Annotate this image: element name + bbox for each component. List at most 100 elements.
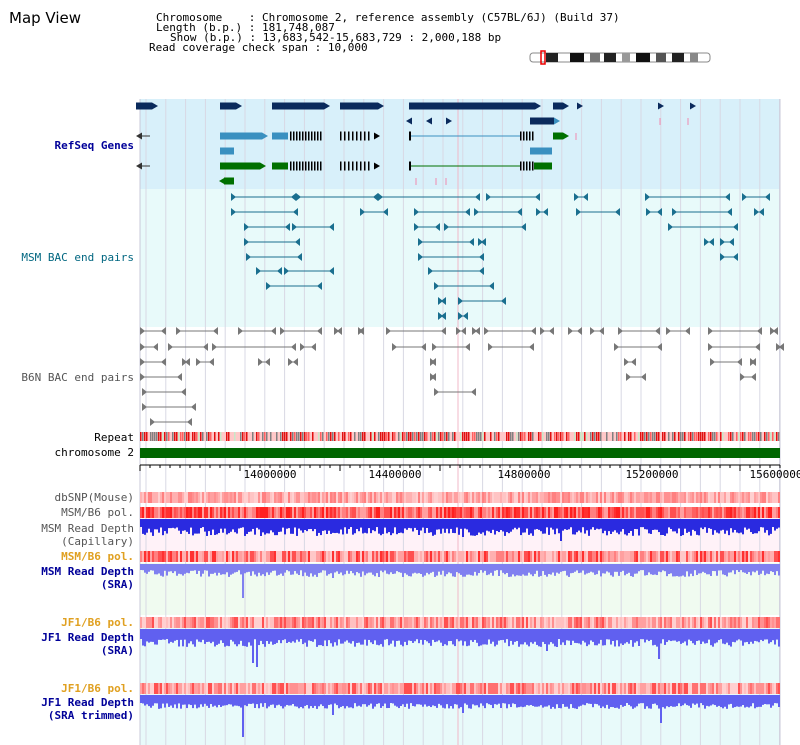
depth-bar (532, 629, 534, 644)
heat-cell (322, 617, 324, 628)
depth-bar (420, 519, 422, 531)
heat-cell (764, 492, 766, 503)
depth-bar (366, 519, 368, 534)
depth-bar (742, 629, 744, 646)
depth-bar (306, 695, 308, 706)
heat-cell (200, 683, 202, 694)
depth-bar (486, 695, 488, 704)
depth-bar (758, 519, 760, 532)
heat-cell (370, 551, 372, 562)
msm-bac-pair (246, 253, 302, 261)
depth-bar (708, 629, 710, 640)
heat-cell (350, 683, 352, 694)
heat-cell (418, 507, 420, 518)
heat-cell (248, 492, 250, 503)
bac-end-marker (521, 223, 526, 231)
heat-cell (146, 683, 148, 694)
ideogram-position-marker (540, 50, 546, 65)
bac-end-marker (244, 238, 249, 246)
depth-bar (776, 629, 778, 640)
heat-cell (656, 617, 658, 628)
heat-cell (140, 492, 142, 503)
depth-bar (176, 519, 178, 528)
heat-cell (644, 683, 646, 694)
depth-bar (356, 519, 358, 530)
depth-bar (680, 519, 682, 536)
bac-end-marker (291, 343, 296, 351)
heat-cell (640, 551, 642, 562)
depth-bar (532, 695, 534, 706)
depth-bar (424, 564, 426, 576)
heat-cell (760, 683, 762, 694)
depth-bar (284, 564, 286, 573)
heat-cell (408, 683, 410, 694)
heat-cell (556, 617, 558, 628)
depth-bar (316, 519, 318, 536)
depth-bar (750, 629, 752, 642)
msm-bac-pair (434, 282, 494, 290)
depth-bar (368, 564, 370, 573)
depth-bar (754, 629, 756, 641)
b6n-bac-pair (708, 327, 762, 335)
depth-bar (498, 695, 500, 704)
depth-bar (674, 519, 676, 532)
heat-cell (170, 683, 172, 694)
depth-bar (144, 519, 146, 535)
heat-cell (614, 551, 616, 562)
track-label-b6n-bac[interactable]: B6N BAC end pairs (21, 371, 134, 384)
heat-cell (182, 683, 184, 694)
repeat-mark (776, 432, 778, 441)
depth-bar (404, 564, 406, 574)
bac-end-marker (729, 238, 734, 246)
depth-bar (332, 564, 334, 578)
depth-bar (290, 695, 292, 706)
heat-cell (378, 683, 380, 694)
heat-cell (392, 507, 394, 518)
depth-bar (720, 519, 722, 531)
depth-bar (248, 629, 250, 643)
msm-bac-pair (256, 267, 282, 275)
depth-bar (638, 695, 640, 704)
heat-cell (772, 507, 774, 518)
heat-cell (618, 492, 620, 503)
heat-cell (246, 683, 248, 694)
heat-cell (750, 492, 752, 503)
depth-bar (714, 629, 716, 644)
depth-bar (762, 695, 764, 705)
b6n-bac-pair (196, 358, 214, 366)
depth-bar (724, 519, 726, 534)
depth-bar (778, 519, 780, 528)
heat-cell (312, 507, 314, 518)
heat-cell (448, 617, 450, 628)
heat-cell (582, 617, 584, 628)
repeat-mark (386, 432, 388, 441)
chromosome-key: Chromosome (156, 11, 223, 24)
heat-cell (412, 507, 414, 518)
heat-cell (644, 617, 646, 628)
bac-end-marker (709, 238, 714, 246)
heat-cell (202, 683, 204, 694)
heat-cell (238, 551, 240, 562)
heat-cell (552, 507, 554, 518)
heat-cell (408, 492, 410, 503)
track-label-refseq[interactable]: RefSeq Genes (54, 139, 134, 152)
b6n-bac-pair (212, 343, 296, 351)
depth-bar (674, 564, 676, 577)
heat-cell (410, 507, 412, 518)
heat-cell (320, 683, 322, 694)
heat-cell (336, 492, 338, 503)
repeat-mark (208, 432, 210, 441)
gene-exon (305, 131, 307, 141)
track-label-msm-bac[interactable]: MSM BAC end pairs (21, 251, 134, 264)
heat-cell (460, 683, 462, 694)
heat-cell (158, 507, 160, 518)
heat-cell (334, 492, 336, 503)
depth-bar (504, 519, 506, 536)
heat-cell (754, 617, 756, 628)
heat-cell (266, 617, 268, 628)
depth-bar (398, 629, 400, 641)
depth-bar (360, 564, 362, 577)
gene-exon (356, 131, 358, 141)
repeat-mark (584, 432, 586, 441)
